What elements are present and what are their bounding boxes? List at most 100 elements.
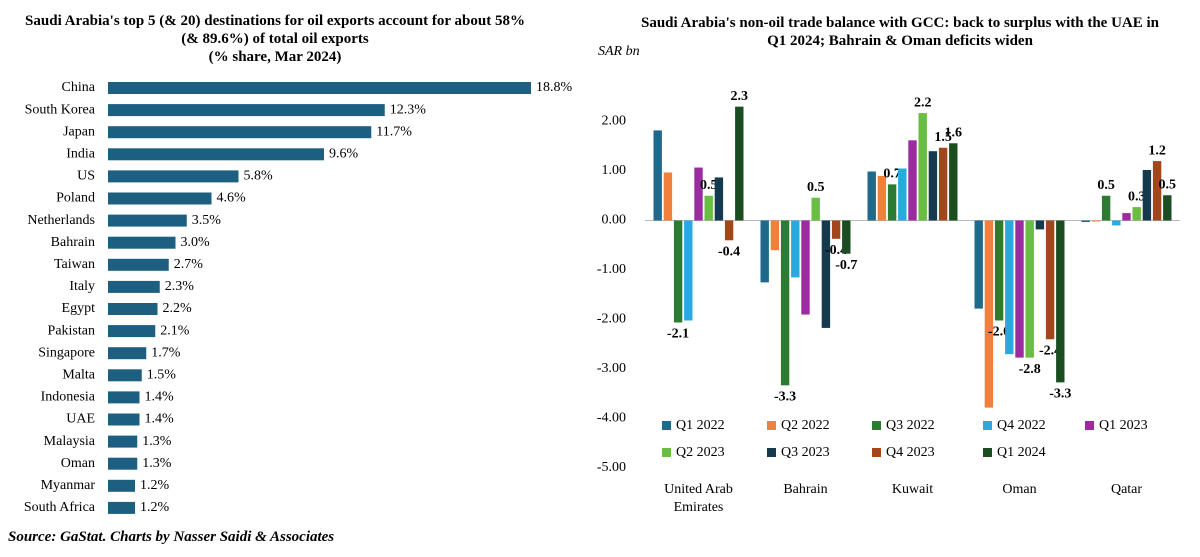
- y-tick-label: 0.00: [602, 213, 627, 228]
- legend-swatch: [872, 448, 881, 457]
- category-label: Japan: [63, 124, 95, 139]
- bar: [898, 168, 907, 221]
- category-label: Oman: [61, 456, 95, 471]
- legend-swatch: [767, 448, 776, 457]
- value-label: 2.1%: [160, 323, 190, 338]
- x-tick-label: Oman: [1002, 482, 1036, 497]
- category-label: Bahrain: [51, 235, 95, 250]
- legend-swatch: [662, 421, 671, 430]
- y-tick-label: -1.00: [597, 262, 626, 277]
- bar: [928, 151, 938, 221]
- bar: [108, 170, 239, 183]
- legend-label: Q1 2023: [1099, 418, 1148, 433]
- bar: [108, 325, 156, 338]
- bar: [108, 126, 372, 139]
- y-axis-label: SAR bn: [598, 44, 640, 59]
- bar: [714, 177, 724, 221]
- legend-swatch: [983, 448, 992, 457]
- bar: [108, 148, 324, 161]
- bar: [1045, 220, 1055, 340]
- value-label: 3.5%: [192, 213, 222, 228]
- value-label: 18.8%: [536, 80, 573, 95]
- value-label: 1.7%: [151, 345, 181, 360]
- category-label: Netherlands: [27, 213, 95, 228]
- value-label: -2.1: [667, 327, 689, 342]
- bar: [108, 236, 176, 249]
- legend-swatch: [1085, 421, 1094, 430]
- bar: [842, 220, 851, 254]
- bar: [108, 391, 140, 404]
- value-label: 1.5%: [147, 368, 177, 383]
- value-label: 2.3: [731, 89, 749, 104]
- value-label: 0.5: [807, 180, 825, 195]
- category-label: Malaysia: [44, 434, 96, 449]
- bar: [108, 369, 142, 382]
- category-label: US: [77, 169, 95, 184]
- category-label: Malta: [62, 368, 95, 383]
- value-label: 5.8%: [244, 169, 274, 184]
- bar: [1056, 220, 1065, 383]
- y-tick-label: -5.00: [597, 460, 626, 475]
- value-label: -3.3: [1049, 387, 1071, 402]
- bar: [1142, 170, 1152, 221]
- bar: [1132, 207, 1141, 221]
- x-tick-label: Bahrain: [783, 482, 827, 497]
- bar: [994, 220, 1004, 321]
- chart-subtitle: (% share, Mar 2024): [208, 49, 342, 65]
- bar: [694, 167, 703, 221]
- value-label: 1.3%: [142, 456, 172, 471]
- bar: [984, 220, 994, 408]
- bar: [949, 143, 958, 221]
- value-label: -0.7: [835, 258, 857, 273]
- bar: [108, 303, 158, 315]
- bar: [108, 214, 187, 227]
- value-label: 1.6: [945, 125, 963, 140]
- value-label: -2.4: [1039, 344, 1061, 359]
- value-label: -0.4: [825, 243, 847, 258]
- category-label: Italy: [69, 279, 95, 294]
- bar: [770, 220, 780, 251]
- bar: [704, 195, 713, 221]
- bar: [108, 104, 385, 117]
- bar: [877, 175, 887, 221]
- bar: [867, 171, 876, 221]
- x-tick-label: Qatar: [1111, 482, 1142, 497]
- bar: [918, 113, 927, 221]
- value-label: -2.8: [1019, 362, 1041, 377]
- x-tick-label: Kuwait: [892, 482, 933, 497]
- value-label: 0.7: [883, 167, 901, 182]
- category-label: Singapore: [38, 345, 95, 360]
- bar: [780, 220, 790, 386]
- bar: [108, 413, 140, 426]
- legend-label: Q4 2023: [886, 445, 935, 460]
- chart-title: Saudi Arabia's non-oil trade balance wit…: [641, 15, 1159, 49]
- legend-label: Q3 2023: [781, 445, 830, 460]
- bar: [663, 172, 673, 221]
- category-label: China: [62, 80, 96, 95]
- value-label: 0.3: [1128, 189, 1146, 204]
- legend-label: Q1 2022: [676, 418, 725, 433]
- bar: [724, 220, 734, 241]
- category-label: India: [66, 147, 96, 162]
- bar: [908, 140, 917, 221]
- bar: [1101, 195, 1111, 221]
- value-label: 0.5: [700, 178, 718, 193]
- category-label: Taiwan: [54, 257, 95, 272]
- bar: [831, 220, 841, 239]
- y-tick-label: -3.00: [597, 361, 626, 376]
- value-label: 1.2%: [140, 478, 170, 493]
- bar: [938, 147, 948, 221]
- value-label: 1.2: [1148, 143, 1166, 158]
- category-label: South Korea: [25, 102, 96, 117]
- bar: [108, 457, 138, 470]
- bar: [887, 184, 897, 221]
- value-label: 1.4%: [145, 412, 175, 427]
- bar: [108, 82, 531, 94]
- value-label: 0.5: [1159, 177, 1177, 192]
- legend-swatch: [983, 421, 992, 430]
- value-label: 2.3%: [165, 279, 195, 294]
- legend-swatch: [767, 421, 776, 430]
- legend-label: Q1 2024: [997, 445, 1046, 460]
- value-label: 1.3%: [142, 434, 172, 449]
